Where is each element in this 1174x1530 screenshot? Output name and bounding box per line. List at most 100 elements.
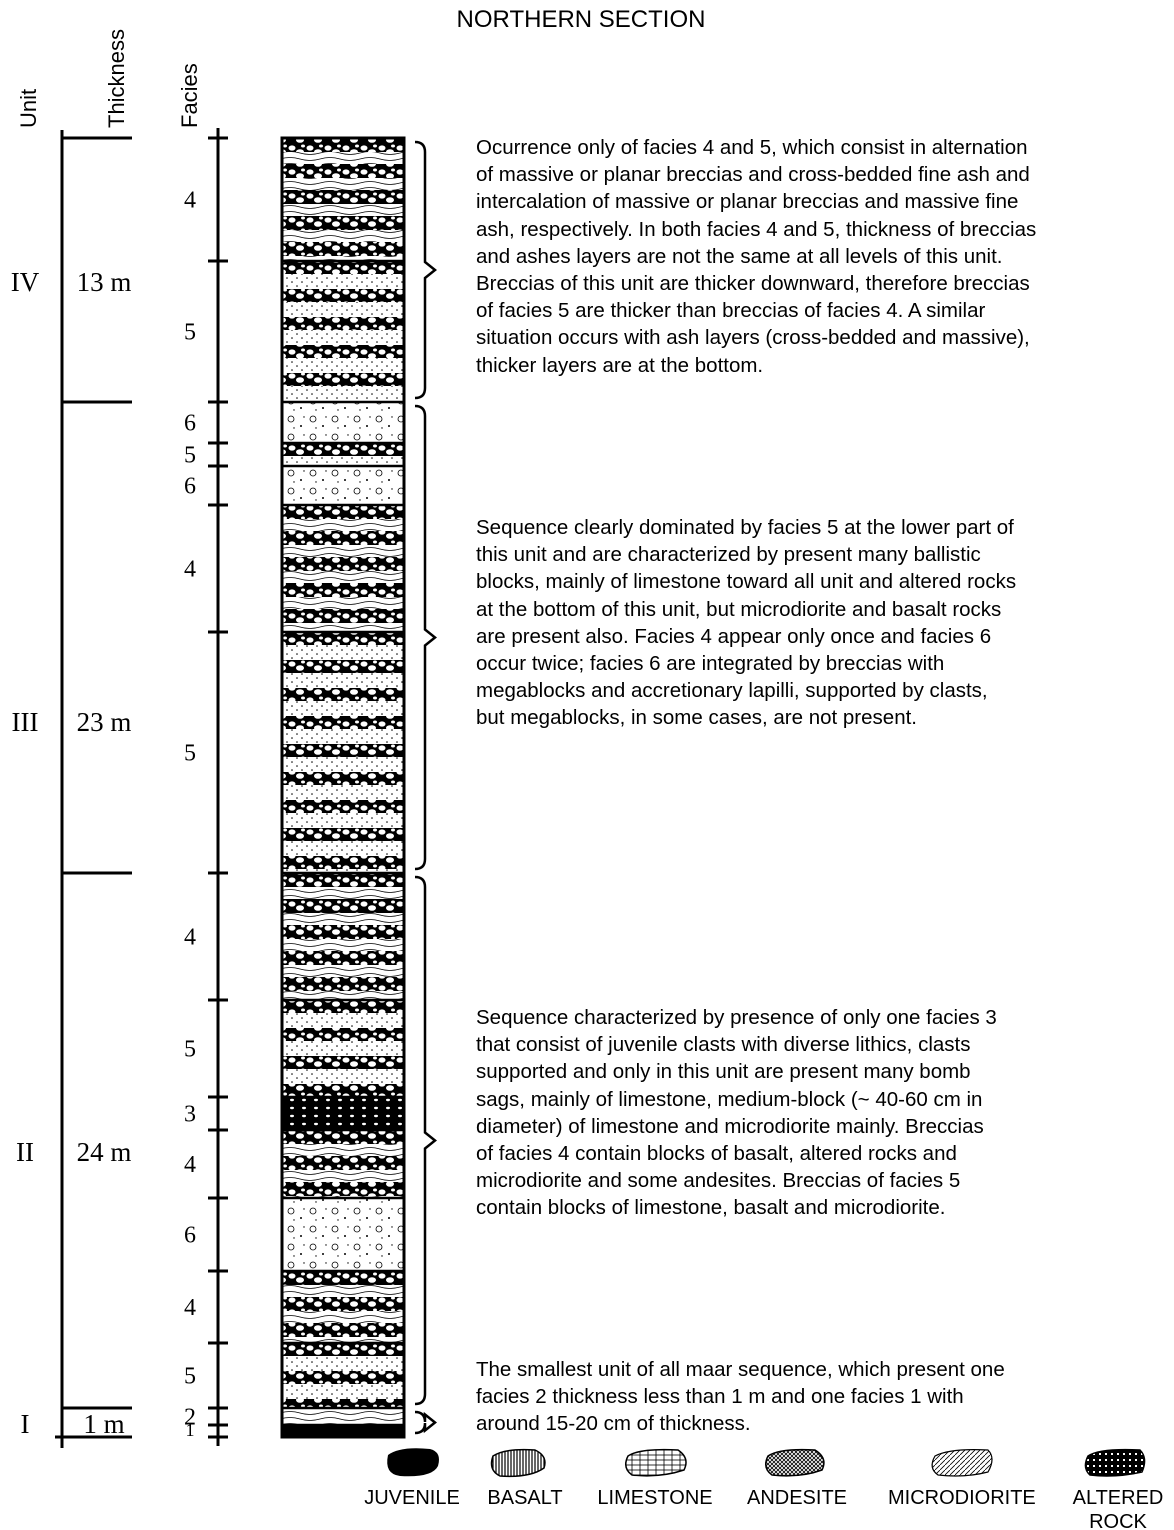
facies-label: 4: [184, 1295, 196, 1321]
facies-label: 3: [184, 1102, 196, 1128]
brace: [415, 142, 435, 398]
layer: [282, 841, 404, 856]
description-line: and ashes layers are not the same at all…: [476, 243, 1002, 270]
unit-thickness: 1 m: [83, 1409, 124, 1439]
description-line: The smallest unit of all maar sequence, …: [476, 1356, 1005, 1383]
layer: [282, 1399, 404, 1408]
layer: [282, 1297, 404, 1311]
layer: [282, 345, 404, 358]
layer: [282, 373, 404, 386]
layer: [282, 1198, 404, 1271]
layer: [282, 1084, 404, 1097]
layer: [282, 1384, 404, 1399]
layer: [282, 729, 404, 744]
description-line: Sequence clearly dominated by facies 5 a…: [476, 514, 1014, 541]
layer: [282, 965, 404, 977]
description-line: occur twice; facies 6 are integrated by …: [476, 650, 944, 677]
description-line: Breccias of this unit are thicker downwa…: [476, 270, 1030, 297]
description-line: thicker layers are at the bottom.: [476, 352, 763, 379]
layer: [282, 456, 404, 466]
layer: [282, 623, 404, 632]
layer: [282, 1097, 404, 1130]
layer: [282, 991, 404, 1000]
legend-label: LIMESTONE: [590, 1486, 720, 1510]
layer: [282, 1271, 404, 1285]
description-line: contain blocks of limestone, basalt and …: [476, 1194, 945, 1221]
layer: [282, 317, 404, 330]
layer: [282, 330, 404, 345]
layer: [282, 204, 404, 216]
facies-label: 5: [184, 1364, 196, 1390]
legend-icon: [626, 1450, 686, 1476]
layer: [282, 545, 404, 557]
layer: [282, 609, 404, 623]
description-line: Ocurrence only of facies 4 and 5, which …: [476, 134, 1028, 161]
layer: [282, 660, 404, 673]
layer: [282, 230, 404, 242]
layer: [282, 152, 404, 164]
layer: [282, 785, 404, 800]
facies-label: 4: [184, 1152, 196, 1178]
layer: [282, 505, 404, 519]
layer: [282, 386, 404, 401]
legend-icon: [766, 1450, 824, 1476]
layer: [282, 1041, 404, 1056]
facies-label: 5: [184, 741, 196, 767]
description-line: intercalation of massive or planar brecc…: [476, 188, 1018, 215]
unit-thickness: 24 m: [77, 1137, 132, 1167]
layer: [282, 632, 404, 645]
description-line: blocks, mainly of limestone toward all u…: [476, 568, 1016, 595]
layer: [282, 138, 404, 152]
layer: [282, 828, 404, 841]
legend-icon: [1085, 1450, 1144, 1476]
layer: [282, 1170, 404, 1182]
description-line: that consist of juvenile clasts with div…: [476, 1031, 970, 1058]
layer: [282, 1285, 404, 1297]
description-line: but megablocks, in some cases, are not p…: [476, 704, 917, 731]
layer: [282, 1130, 404, 1144]
layer: [282, 772, 404, 785]
unit-label: IV: [11, 267, 40, 297]
layer: [282, 1323, 404, 1337]
description-line: around 15-20 cm of thickness.: [476, 1410, 751, 1437]
layer: [282, 519, 404, 531]
layer: [282, 856, 404, 869]
facies-label: 5: [184, 320, 196, 346]
layer: [282, 913, 404, 925]
layer: [282, 1028, 404, 1041]
layer: [282, 466, 404, 505]
layer: [282, 1343, 404, 1356]
layer: [282, 1311, 404, 1323]
layer: [282, 274, 404, 289]
layer: [282, 289, 404, 302]
layer: [282, 887, 404, 899]
legend-icon: [387, 1448, 439, 1476]
layer: [282, 757, 404, 772]
description-line: of facies 5 are thicker than breccias of…: [476, 297, 985, 324]
description-line: this unit and are characterized by prese…: [476, 541, 981, 568]
thickness-header: Thickness: [104, 29, 129, 128]
layer: [282, 1356, 404, 1371]
page: NORTHERN SECTION Unit Thickness Facies I…: [0, 0, 1174, 1530]
legend-label: ANDESITE: [732, 1486, 862, 1510]
layer: [282, 951, 404, 965]
description-line: of massive or planar breccias and cross-…: [476, 161, 1030, 188]
facies-label: 5: [184, 443, 196, 469]
facies-label: 6: [184, 474, 196, 500]
description-line: situation occurs with ash layers (cross-…: [476, 324, 1030, 351]
facies-header: Facies: [177, 63, 202, 128]
layer: [282, 1408, 404, 1425]
layer: [282, 178, 404, 190]
legend-label: JUVENILE: [347, 1486, 477, 1510]
unit-thickness: 13 m: [77, 267, 132, 297]
layer: [282, 571, 404, 583]
layer: [282, 701, 404, 716]
layer: [282, 1144, 404, 1156]
layer: [282, 1069, 404, 1084]
description-line: diameter) of limestone and microdiorite …: [476, 1113, 984, 1140]
description-line: ash, respectively. In both facies 4 and …: [476, 216, 1036, 243]
layer: [282, 216, 404, 230]
layer: [282, 583, 404, 597]
layer: [282, 302, 404, 317]
layer: [282, 1013, 404, 1028]
